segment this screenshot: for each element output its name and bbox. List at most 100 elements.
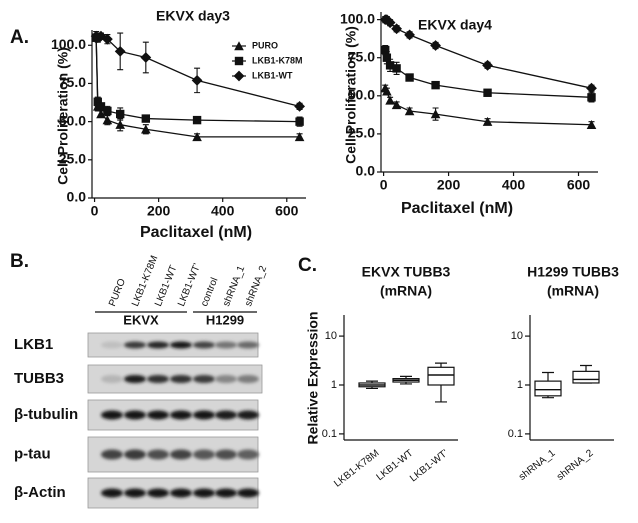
blot-band bbox=[101, 341, 123, 349]
y-tick-label: 10 bbox=[325, 330, 337, 342]
marker bbox=[431, 80, 440, 90]
row-label: TUBB3 bbox=[14, 370, 64, 387]
y-tick-label: 75.0 bbox=[348, 48, 375, 64]
marker bbox=[482, 116, 493, 126]
box bbox=[572, 370, 600, 384]
marker bbox=[96, 109, 106, 119]
blot-band bbox=[147, 488, 169, 498]
marker bbox=[381, 45, 390, 55]
marker bbox=[384, 17, 396, 29]
blot-band bbox=[215, 375, 237, 383]
blot-band bbox=[237, 410, 259, 420]
blot-band bbox=[147, 410, 169, 420]
y-tick-label: 100.0 bbox=[51, 36, 86, 52]
blot-band bbox=[237, 341, 259, 349]
y-tick-label: 1 bbox=[517, 379, 523, 391]
panel-label: A. bbox=[10, 27, 29, 48]
lane-label: shRNA_2 bbox=[243, 264, 269, 308]
marker bbox=[483, 88, 492, 97]
x-tick-label: 600 bbox=[567, 177, 591, 193]
blot-band bbox=[237, 375, 259, 383]
y-tick-label: 0.1 bbox=[322, 428, 337, 440]
blot-band bbox=[147, 375, 169, 383]
row-label: β-tubulin bbox=[14, 406, 78, 423]
whisker bbox=[542, 371, 554, 399]
blot-band bbox=[215, 449, 237, 460]
legend-label: LKB1-WT bbox=[252, 70, 293, 80]
box bbox=[534, 380, 562, 397]
group-label: H1299 bbox=[206, 312, 244, 327]
blot-band bbox=[237, 488, 259, 498]
marker bbox=[102, 115, 113, 125]
whisker bbox=[366, 380, 378, 390]
marker bbox=[586, 119, 597, 129]
y-axis-label: Relative Expression bbox=[305, 311, 321, 444]
marker bbox=[191, 75, 203, 86]
x-tick-label: 400 bbox=[502, 177, 526, 193]
marker bbox=[103, 106, 112, 116]
marker bbox=[404, 29, 415, 41]
blot-band bbox=[215, 410, 237, 420]
whisker bbox=[400, 375, 412, 385]
y-axis-label: Cell Proliferation (%) bbox=[55, 47, 71, 185]
y-tick-label: 50.0 bbox=[348, 87, 375, 103]
y-tick-label: 75.0 bbox=[59, 74, 86, 90]
marker bbox=[234, 56, 244, 66]
y-axis-label: Cell Proliferation (%) bbox=[343, 26, 359, 164]
y-tick-label: 100.0 bbox=[340, 10, 375, 26]
x-tick-label: shRNA_2 bbox=[555, 448, 596, 483]
x-tick-label: LKB1-WT' bbox=[408, 448, 451, 485]
group-label: EKVX bbox=[123, 312, 159, 327]
y-tick-label: 0.0 bbox=[356, 163, 376, 179]
y-tick-label: 0.1 bbox=[508, 428, 523, 440]
marker bbox=[233, 70, 245, 82]
lane-label: PURO bbox=[107, 277, 128, 308]
marker bbox=[115, 109, 125, 119]
chart-subtitle: (mRNA) bbox=[380, 283, 432, 299]
chart-title: EKVX TUBB3 bbox=[362, 264, 451, 280]
y-tick-label: 10 bbox=[511, 330, 523, 342]
x-tick-label: 200 bbox=[147, 203, 171, 219]
blot-band bbox=[124, 410, 146, 420]
box bbox=[427, 366, 455, 386]
y-tick-label: 50.0 bbox=[59, 112, 86, 128]
x-axis-label: Paclitaxel (nM) bbox=[401, 200, 513, 217]
marker bbox=[391, 23, 402, 35]
x-tick-label: 0 bbox=[91, 203, 99, 219]
marker bbox=[382, 86, 392, 96]
marker bbox=[385, 61, 395, 70]
blot-band bbox=[101, 375, 123, 383]
marker bbox=[115, 119, 125, 129]
blot-band bbox=[124, 488, 146, 498]
marker bbox=[101, 33, 113, 45]
marker bbox=[114, 45, 126, 57]
blot-band bbox=[170, 375, 192, 383]
marker bbox=[587, 93, 596, 102]
marker bbox=[382, 53, 392, 62]
blot-band bbox=[193, 410, 215, 420]
blot-band bbox=[237, 449, 259, 460]
marker bbox=[391, 100, 402, 110]
blot-band bbox=[193, 375, 215, 383]
y-tick-label: 25.0 bbox=[348, 125, 375, 141]
y-tick-label: 1 bbox=[331, 379, 337, 391]
blot-band bbox=[124, 341, 146, 349]
row-label: LKB1 bbox=[14, 336, 53, 353]
marker bbox=[430, 109, 441, 119]
blot-band bbox=[147, 341, 169, 349]
marker bbox=[295, 117, 304, 126]
x-tick-label: 0 bbox=[380, 177, 388, 193]
marker bbox=[192, 115, 202, 125]
marker bbox=[96, 102, 106, 111]
blot-band bbox=[124, 449, 146, 460]
blot-band bbox=[170, 410, 192, 420]
marker bbox=[586, 82, 597, 94]
blot-band bbox=[215, 488, 237, 498]
marker bbox=[141, 124, 151, 134]
y-tick-label: 0.0 bbox=[67, 189, 87, 205]
blot-band bbox=[193, 341, 215, 349]
blot-band bbox=[170, 488, 192, 498]
blot-band bbox=[101, 410, 123, 420]
marker bbox=[140, 52, 152, 63]
marker bbox=[404, 106, 415, 116]
